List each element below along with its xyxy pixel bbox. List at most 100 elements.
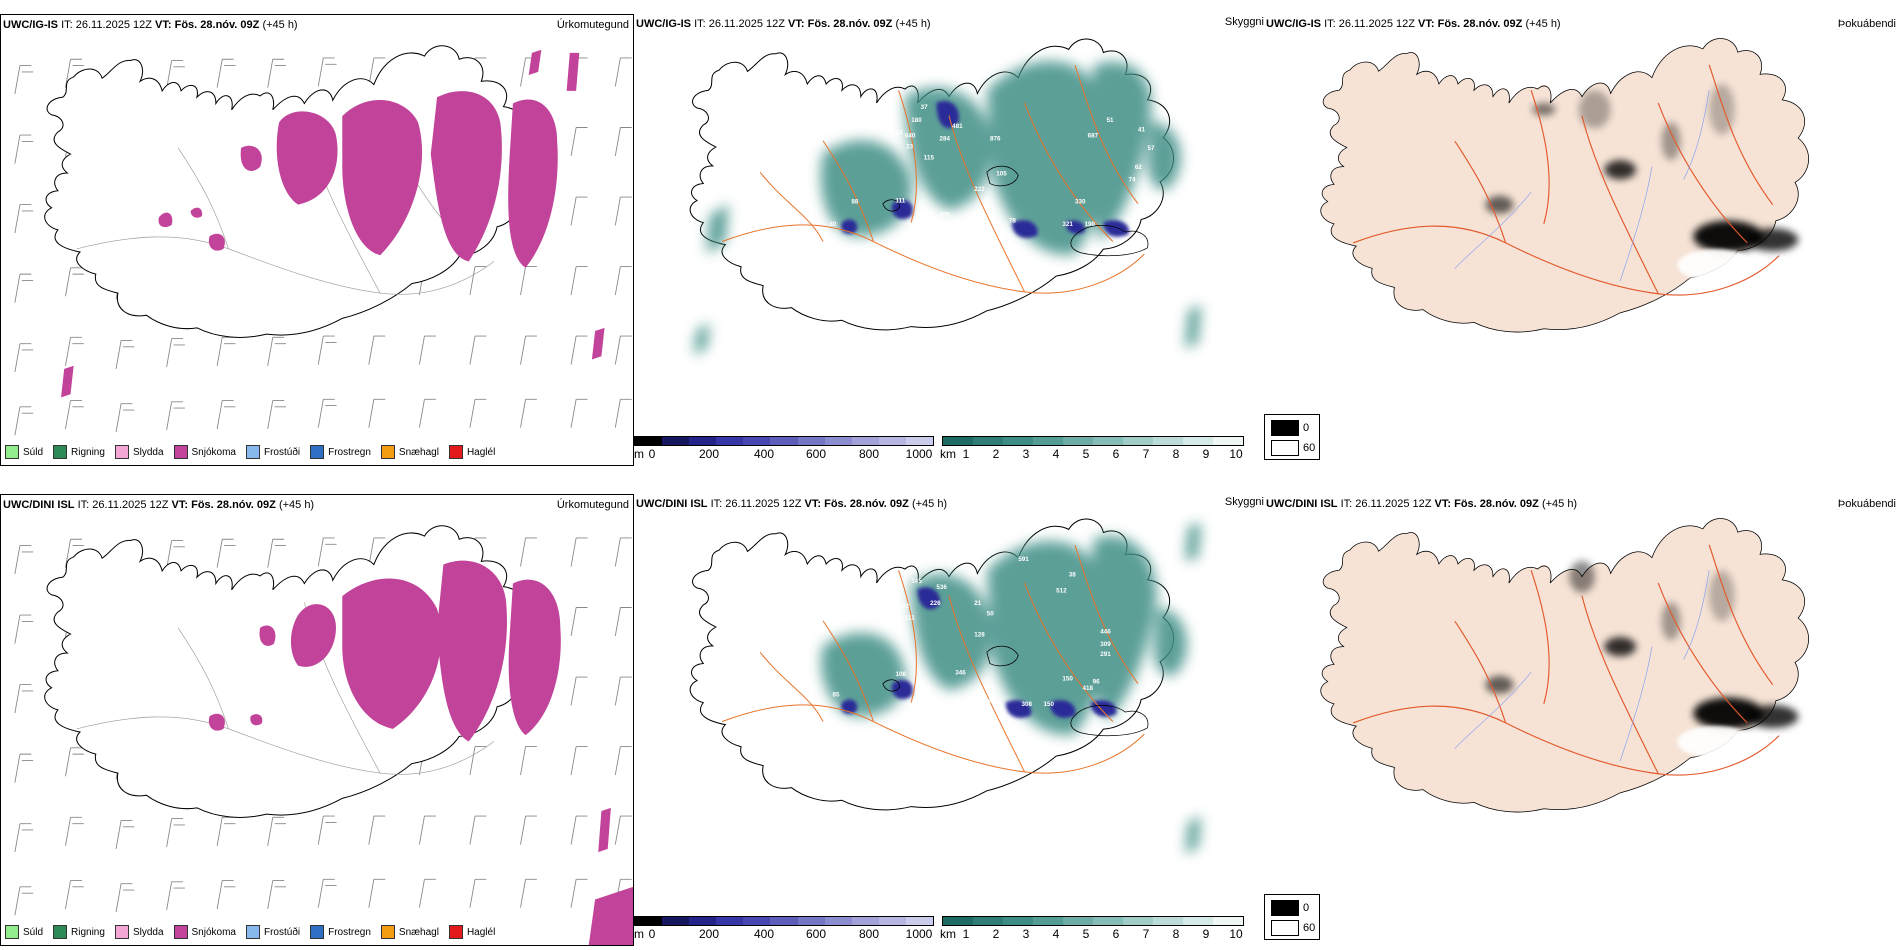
precip-map-bottom <box>14 525 633 945</box>
cloudbase-colorbar-bottom: m 0 200 400 600 800 1000 <box>634 916 934 941</box>
cloudbase-bar <box>634 436 934 446</box>
legend-item: Frostregn <box>310 925 371 939</box>
peak-label: 85 <box>832 691 840 698</box>
legend-item: Haglél <box>448 445 495 459</box>
peak-label: 536 <box>936 584 947 591</box>
fog-legend-bottom: 0 60 <box>1264 894 1320 940</box>
peak-label: 446 <box>1100 628 1111 635</box>
cloud-title-top: UWC/IG-IS IT: 26.11.2025 12Z VT: Fös. 28… <box>636 18 931 30</box>
snow-areas <box>208 560 633 945</box>
fog-legend-top: 0 60 <box>1264 414 1320 460</box>
legend-item: Snjókoma <box>173 925 236 939</box>
roads <box>1352 64 1780 296</box>
peak-label: 222 <box>974 186 985 193</box>
peak-label: 876 <box>990 136 1001 143</box>
legend-item: Rigning <box>53 445 105 459</box>
cloudbase-colorbar-top: m 0 200 400 600 800 1000 <box>634 436 934 461</box>
cloud-title-bottom: UWC/DINI ISL IT: 26.11.2025 12Z VT: Fös.… <box>636 498 948 510</box>
fog-swatch <box>1271 420 1299 436</box>
visibility-bar <box>942 916 1244 926</box>
legend-item: Snjókoma <box>173 445 236 459</box>
legend-swatch <box>114 445 129 459</box>
rivers <box>1454 90 1710 282</box>
visibility-ticks: km 1 2 3 4 5 6 7 8 9 10 <box>940 927 1243 941</box>
peak-label: 96 <box>1093 679 1101 686</box>
fog-white-areas <box>1677 726 1754 758</box>
peak-label: 321 <box>1062 221 1073 228</box>
peak-label: 180 <box>911 117 922 124</box>
peak-label: 23 <box>895 129 903 136</box>
precip-legend-top: Súld Rigning Slydda Snjókoma Frostúði Fr… <box>5 445 495 459</box>
fog-type-label-top: Þokuábendi <box>1837 18 1896 30</box>
peak-label: 105 <box>996 170 1007 177</box>
peak-label: 80 <box>829 221 837 228</box>
legend-swatch <box>380 445 395 459</box>
cloud-panel-bottom: 145 333 536 182 226 21 111 50 591 38 512… <box>634 494 1264 944</box>
precip-type-label-top: Úrkomutegund <box>556 19 629 31</box>
cloudbase-bar <box>634 916 934 926</box>
visibility-areas <box>821 523 1201 854</box>
precip-legend-bottom: Súld Rigning Slydda Snjókoma Frostúði Fr… <box>5 925 495 939</box>
legend-item: Rigning <box>53 925 105 939</box>
peak-label: 226 <box>930 600 941 607</box>
low-ceiling-areas <box>841 587 1117 718</box>
roads <box>722 544 1145 774</box>
fog-panel-top: UWC/IG-IS IT: 26.11.2025 12Z VT: Fös. 28… <box>1264 14 1900 464</box>
legend-swatch <box>245 925 260 939</box>
legend-swatch <box>448 445 463 459</box>
legend-item: Slydda <box>114 445 164 459</box>
cloud-map-bottom: 145 333 536 182 226 21 111 50 591 38 512… <box>689 518 1201 854</box>
precip-type-label-bottom: Úrkomutegund <box>556 499 629 511</box>
peak-label: 88 <box>851 199 859 206</box>
peak-label: 205 <box>940 211 951 218</box>
peak-label: 591 <box>1018 556 1029 563</box>
peak-label: 51 <box>1107 117 1115 124</box>
legend-swatch <box>245 445 260 459</box>
fog-swatch <box>1271 900 1299 916</box>
precip-map-top <box>14 45 633 436</box>
legend-item: Súld <box>5 445 43 459</box>
cloud-type-label-bottom: Skyggni <box>1224 496 1264 508</box>
peak-label: 308 <box>1021 701 1032 708</box>
visibility-colorbar-top: km 1 2 3 4 5 6 7 8 9 10 <box>940 436 1244 461</box>
peak-label: 78 <box>1009 218 1017 225</box>
peak-label: 687 <box>1088 133 1099 140</box>
peak-label: 38 <box>1069 572 1077 579</box>
fog-panel-bottom: UWC/DINI ISL IT: 26.11.2025 12Z VT: Fös.… <box>1264 494 1900 944</box>
peak-label: 145 <box>911 578 922 585</box>
peak-label: 190 <box>1084 221 1095 228</box>
cloud-peaks: 145 333 536 182 226 21 111 50 591 38 512… <box>832 556 1111 708</box>
peak-label: 418 <box>1083 685 1094 692</box>
fog-swatch <box>1271 920 1299 936</box>
legend-swatch <box>310 445 325 459</box>
visibility-bar <box>942 436 1244 446</box>
rivers <box>1454 570 1710 762</box>
cloudbase-ticks: m 0 200 400 600 800 1000 <box>634 447 933 461</box>
peak-label: 159 <box>949 699 960 706</box>
peak-label: 37 <box>921 104 929 111</box>
cloud-type-label-top: Skyggni <box>1224 16 1264 28</box>
precip-title-top: UWC/IG-IS IT: 26.11.2025 12Z VT: Fös. 28… <box>3 19 298 31</box>
fog-map-top <box>1320 38 1810 333</box>
fog-title-top: UWC/IG-IS IT: 26.11.2025 12Z VT: Fös. 28… <box>1266 18 1561 30</box>
legend-item: Snæhagl <box>380 925 439 939</box>
precip-panel-top: UWC/IG-IS IT: 26.11.2025 12Z VT: Fös. 28… <box>0 14 634 466</box>
snow-areas <box>61 49 605 398</box>
peak-label: 330 <box>1075 199 1086 206</box>
visibility-colorbar-bottom: km 1 2 3 4 5 6 7 8 9 10 <box>940 916 1244 941</box>
legend-swatch <box>114 925 129 939</box>
roads <box>722 64 1145 294</box>
legend-swatch <box>5 925 19 939</box>
peak-label: 108 <box>895 671 906 678</box>
peak-label: 128 <box>974 631 985 638</box>
cloud-peaks: 37 180 23 640 23 481 284 115 876 105 222… <box>829 104 1155 228</box>
legend-item: Slydda <box>114 925 164 939</box>
legend-swatch <box>448 925 463 939</box>
peak-label: 74 <box>1129 177 1137 184</box>
peak-label: 245 <box>921 685 932 692</box>
legend-item: Frostúði <box>245 925 300 939</box>
peak-label: 50 <box>987 611 995 618</box>
peak-label: 481 <box>952 123 963 130</box>
cloud-map-top: 37 180 23 640 23 481 284 115 876 105 222… <box>689 38 1201 355</box>
peak-label: 111 <box>895 197 905 204</box>
